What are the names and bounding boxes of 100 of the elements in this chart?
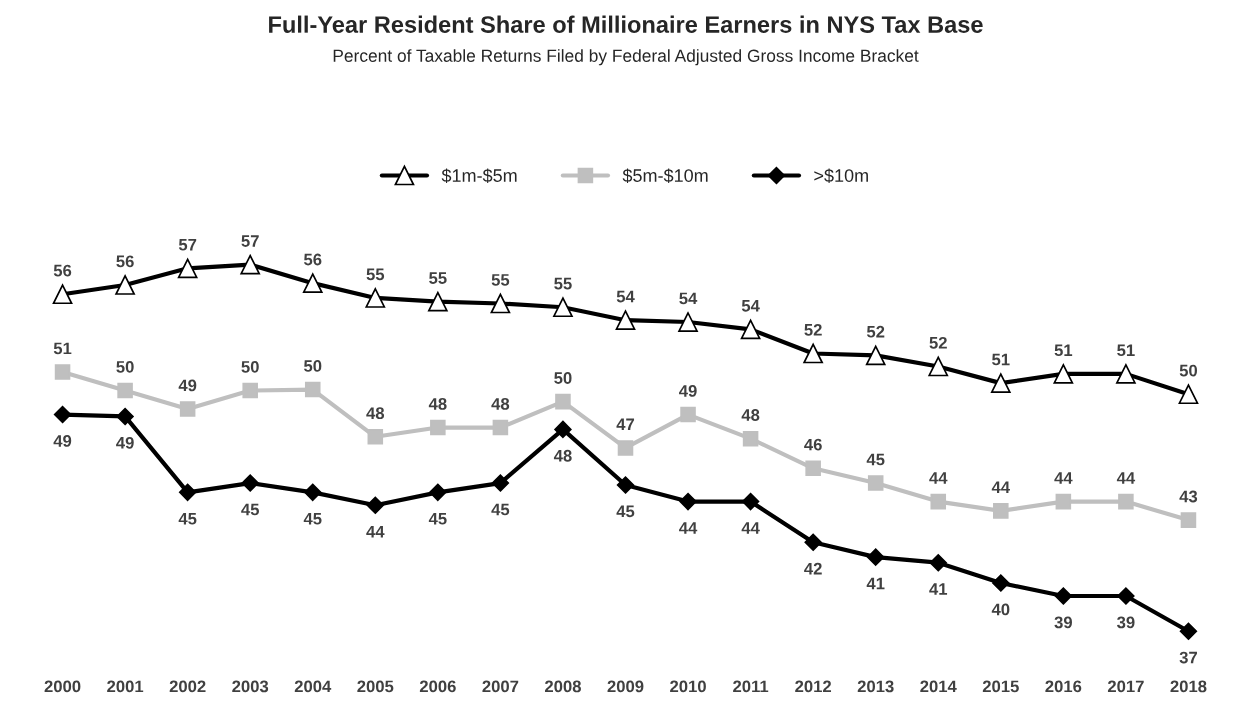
data-label: 44 (679, 522, 698, 534)
data-label: 50 (303, 360, 322, 372)
data-label: 44 (929, 472, 948, 484)
data-label: 56 (116, 255, 134, 268)
x-tick-label: 2010 (670, 680, 706, 693)
point (553, 297, 573, 318)
point (990, 373, 1011, 393)
point (554, 420, 572, 439)
point (678, 312, 698, 332)
point (427, 291, 448, 312)
data-label: 56 (53, 264, 72, 277)
chart-subtitle: Percent of Taxable Returns Filed by Federal Adjusted Gross Income Bracket (333, 49, 919, 66)
point (177, 258, 198, 279)
point (740, 319, 761, 340)
data-label: 48 (428, 398, 447, 410)
point (242, 382, 258, 399)
x-tick-label: 2005 (357, 680, 394, 693)
x-tick-label: 2004 (294, 680, 332, 693)
data-label: 41 (929, 583, 948, 595)
point (117, 382, 133, 399)
x-tick-label: 2007 (482, 680, 519, 693)
point (805, 460, 821, 477)
data-label: 55 (366, 268, 385, 281)
data-label: 55 (554, 277, 572, 290)
data-label: 45 (241, 503, 260, 516)
data-label: 54 (679, 292, 698, 305)
point (302, 273, 323, 294)
point (865, 345, 886, 366)
point (803, 343, 824, 364)
point (116, 407, 134, 426)
x-tick-label: 2001 (107, 680, 144, 693)
point (304, 381, 321, 398)
point (179, 401, 196, 417)
point (555, 393, 571, 410)
point (367, 429, 384, 445)
data-label: 45 (616, 505, 635, 518)
x-tick-label: 2017 (1107, 680, 1144, 693)
point (53, 405, 72, 424)
point (429, 483, 447, 502)
point (365, 288, 386, 308)
data-label: 52 (866, 325, 885, 338)
point (1117, 587, 1135, 605)
data-label: 47 (616, 418, 635, 430)
data-label: 48 (491, 398, 510, 410)
data-label: 52 (929, 336, 947, 349)
point (615, 310, 636, 331)
data-label: 50 (1179, 364, 1198, 377)
data-label: 45 (428, 512, 447, 525)
point (616, 476, 635, 494)
legend-label: $1m-$5m (441, 168, 517, 184)
data-label: 42 (804, 562, 822, 575)
data-label: 43 (1179, 490, 1198, 503)
point (490, 293, 511, 314)
data-label: 54 (616, 290, 635, 303)
data-label: 45 (178, 512, 197, 525)
point (304, 483, 322, 502)
data-label: 37 (1179, 651, 1197, 664)
data-label: 44 (1116, 472, 1136, 484)
data-label: 49 (679, 385, 697, 397)
data-label: 51 (53, 342, 72, 355)
data-label: 44 (366, 525, 385, 538)
point (617, 440, 634, 456)
data-label: 44 (991, 481, 1010, 493)
data-label: 45 (303, 512, 322, 525)
data-label: 51 (1054, 344, 1073, 357)
x-tick-label: 2015 (982, 680, 1019, 693)
point (241, 474, 259, 492)
data-label: 55 (491, 274, 510, 286)
x-tick-label: 2014 (920, 680, 957, 693)
point (742, 430, 759, 447)
point (1118, 493, 1134, 510)
point (178, 483, 197, 502)
point (929, 554, 947, 572)
data-label: 49 (53, 435, 72, 447)
point (54, 364, 71, 380)
x-tick-label: 2013 (857, 680, 894, 693)
point (1055, 493, 1072, 510)
point (1178, 384, 1199, 405)
x-tick-label: 2016 (1045, 680, 1082, 693)
x-tick-label: 2011 (733, 680, 769, 693)
point (867, 548, 885, 566)
data-label: 51 (992, 353, 1010, 366)
data-label: 54 (741, 300, 760, 312)
data-label: 40 (991, 603, 1010, 616)
data-label: 52 (804, 323, 822, 336)
point (240, 254, 261, 275)
data-label: 49 (178, 379, 197, 392)
data-label: 39 (1054, 616, 1072, 629)
x-tick-label: 2006 (419, 680, 456, 693)
x-tick-label: 2009 (607, 680, 644, 693)
data-label: 39 (1117, 616, 1135, 629)
data-label: 57 (241, 235, 259, 247)
data-label: 48 (366, 407, 385, 420)
point (115, 275, 135, 295)
x-tick-label: 2012 (795, 680, 832, 693)
x-tick-label: 2018 (1170, 680, 1207, 693)
x-tick-label: 2000 (44, 680, 81, 693)
point (1054, 587, 1073, 605)
data-label: 56 (303, 253, 322, 266)
x-tick-label: 2008 (544, 680, 581, 693)
